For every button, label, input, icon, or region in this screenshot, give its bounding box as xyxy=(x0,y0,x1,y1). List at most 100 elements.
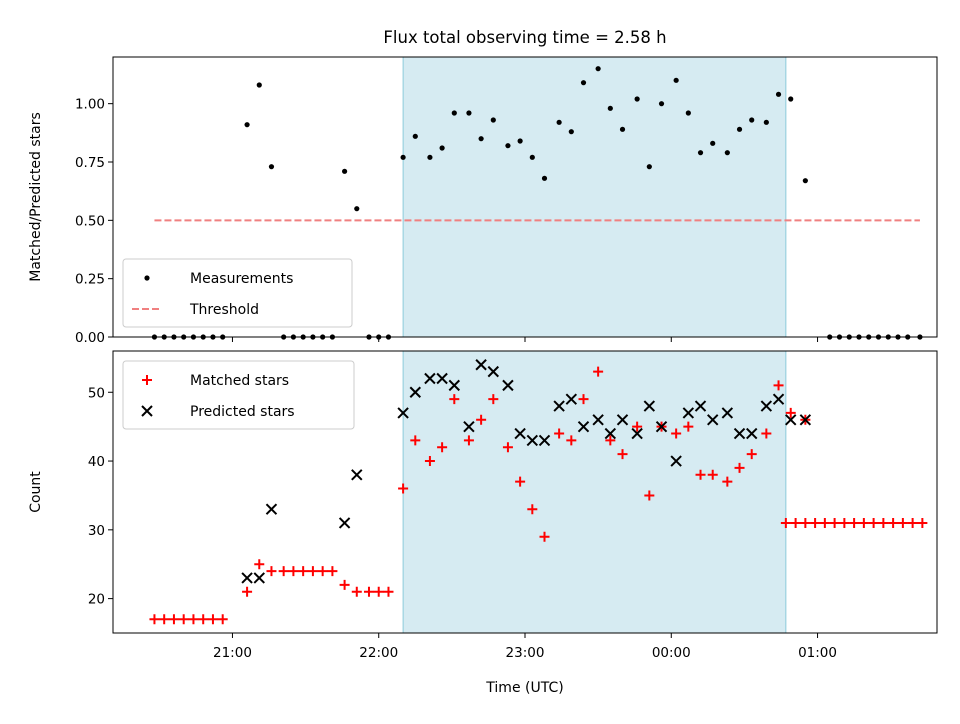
data-point xyxy=(317,566,328,577)
data-point xyxy=(682,407,695,419)
data-point xyxy=(517,138,523,144)
legend: Matched stars Predicted stars xyxy=(122,360,355,430)
data-point xyxy=(917,517,928,528)
data-point xyxy=(373,586,384,597)
x-tick-label: 21:00 xyxy=(213,645,252,661)
data-point xyxy=(159,614,170,625)
data-point xyxy=(339,579,350,590)
y-tick-label: 0.00 xyxy=(75,330,105,346)
data-point xyxy=(256,82,262,88)
data-point xyxy=(878,517,889,528)
data-point xyxy=(427,154,433,160)
data-point xyxy=(785,407,796,418)
data-point xyxy=(268,164,275,170)
legend-box xyxy=(122,258,353,328)
data-point xyxy=(746,449,757,460)
data-point xyxy=(685,110,691,116)
data-point xyxy=(644,490,655,501)
data-point xyxy=(780,517,791,528)
x-tick-label: 22:00 xyxy=(359,645,398,661)
data-point xyxy=(398,483,409,494)
data-point xyxy=(436,372,448,385)
data-point xyxy=(526,434,539,447)
data-point xyxy=(253,572,265,584)
legend-label: Matched stars xyxy=(190,373,289,389)
data-point xyxy=(168,614,179,625)
legend-x-swatch xyxy=(141,405,153,417)
x-tick-label: 23:00 xyxy=(506,645,545,661)
data-point xyxy=(188,614,199,625)
data-point xyxy=(505,143,511,149)
data-point xyxy=(463,435,474,446)
data-point xyxy=(351,586,362,597)
data-point xyxy=(592,414,604,426)
data-point xyxy=(424,372,436,385)
data-point xyxy=(307,566,318,577)
data-point xyxy=(593,366,604,377)
data-point xyxy=(746,427,758,440)
data-point xyxy=(655,420,668,433)
y-tick-label: 0.25 xyxy=(75,272,105,288)
data-point xyxy=(616,414,629,426)
legend-box xyxy=(122,360,355,430)
data-point xyxy=(722,476,733,487)
series-measurements xyxy=(151,66,923,340)
data-point xyxy=(463,420,475,433)
data-point xyxy=(515,476,526,487)
data-point xyxy=(397,407,409,419)
data-point xyxy=(424,456,435,467)
data-point xyxy=(351,469,363,481)
data-point xyxy=(785,414,797,426)
data-point xyxy=(254,559,265,570)
data-point xyxy=(338,517,351,529)
y-tick-label: 30 xyxy=(88,523,105,539)
data-point xyxy=(556,119,562,125)
top-panel: 0.00 0.25 0.50 0.75 1.00 Matched/Predicted st… xyxy=(28,28,938,346)
data-point xyxy=(790,517,801,528)
data-point xyxy=(773,380,784,391)
data-point xyxy=(578,394,589,405)
data-point xyxy=(605,435,616,446)
data-point xyxy=(553,400,565,412)
data-point xyxy=(400,154,406,160)
data-point xyxy=(868,517,879,528)
data-point xyxy=(244,122,250,128)
observing-window-band xyxy=(403,57,786,337)
x-tick-label: 01:00 xyxy=(798,645,837,661)
data-point xyxy=(478,136,484,142)
data-point xyxy=(697,150,704,156)
data-point xyxy=(514,427,526,440)
legend-label: Measurements xyxy=(190,271,293,287)
data-point xyxy=(760,400,773,412)
data-point xyxy=(242,586,253,597)
data-point xyxy=(802,178,808,184)
data-point xyxy=(451,110,457,116)
data-point xyxy=(775,91,782,97)
data-point xyxy=(448,379,461,392)
data-point xyxy=(695,469,706,480)
data-point xyxy=(897,517,908,528)
data-point xyxy=(721,407,734,419)
data-point xyxy=(207,614,218,625)
data-point xyxy=(670,455,682,467)
data-point xyxy=(568,129,574,135)
data-point xyxy=(265,503,278,515)
data-point xyxy=(278,566,289,577)
data-point xyxy=(734,462,745,473)
data-point xyxy=(554,428,565,439)
data-point xyxy=(634,96,640,102)
y-tick-label: 1.00 xyxy=(75,97,105,113)
data-point xyxy=(383,586,394,597)
data-point xyxy=(241,572,253,584)
data-point xyxy=(541,175,548,181)
data-point xyxy=(288,566,299,577)
data-point xyxy=(487,365,500,378)
y-tick-label: 50 xyxy=(88,385,105,401)
data-point xyxy=(749,117,755,123)
data-point xyxy=(643,400,656,412)
data-point xyxy=(595,66,601,72)
data-point xyxy=(617,449,628,460)
data-point xyxy=(632,421,643,432)
data-point xyxy=(849,517,860,528)
